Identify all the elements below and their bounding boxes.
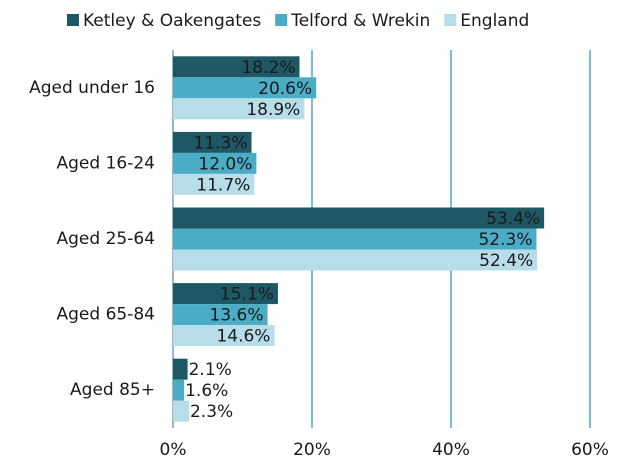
y-tick-label: Aged 25-64 bbox=[57, 229, 155, 249]
x-tick-label: 60% bbox=[571, 440, 609, 460]
data-label: 13.6% bbox=[210, 306, 264, 326]
data-label: 14.6% bbox=[216, 327, 270, 347]
bar bbox=[173, 249, 538, 271]
legend-swatch bbox=[444, 14, 457, 26]
data-label: 52.4% bbox=[479, 251, 533, 271]
data-label: 15.1% bbox=[220, 285, 274, 305]
bar bbox=[173, 131, 252, 153]
legend-swatch bbox=[67, 14, 79, 26]
data-label: 18.9% bbox=[246, 100, 300, 120]
bar bbox=[173, 400, 189, 422]
data-label: 18.2% bbox=[241, 58, 295, 78]
y-tick-label: Aged 16-24 bbox=[57, 153, 155, 173]
bar bbox=[173, 207, 545, 229]
bar bbox=[173, 77, 317, 99]
bar bbox=[173, 152, 257, 174]
data-label: 20.6% bbox=[258, 79, 312, 99]
data-label: 53.4% bbox=[486, 209, 540, 229]
y-tick-label: Aged under 16 bbox=[29, 78, 155, 98]
bar bbox=[173, 173, 255, 195]
bar bbox=[173, 228, 537, 250]
x-tick-label: 0% bbox=[160, 440, 187, 460]
bar bbox=[173, 304, 268, 326]
data-label: 11.3% bbox=[194, 133, 248, 153]
legend-label: England bbox=[460, 11, 529, 31]
legend-label: Ketley & Oakengates bbox=[83, 11, 261, 31]
legend-swatch bbox=[275, 14, 288, 26]
data-label: 2.1% bbox=[189, 360, 232, 380]
bar bbox=[173, 358, 188, 380]
data-label: 1.6% bbox=[185, 381, 228, 401]
y-tick-label: Aged 85+ bbox=[70, 380, 155, 400]
data-label: 11.7% bbox=[196, 175, 250, 195]
x-tick-label: 20% bbox=[293, 440, 331, 460]
legend-label: Telford & Wrekin bbox=[290, 11, 430, 31]
bar bbox=[173, 56, 300, 78]
data-label: 52.3% bbox=[478, 230, 532, 250]
data-label: 12.0% bbox=[198, 154, 252, 174]
bar bbox=[173, 379, 185, 401]
x-tick-label: 40% bbox=[432, 440, 470, 460]
y-tick-label: Aged 65-84 bbox=[57, 305, 155, 325]
bar bbox=[173, 283, 278, 305]
data-label: 2.3% bbox=[190, 402, 233, 422]
bar bbox=[173, 325, 275, 347]
bar bbox=[173, 98, 305, 120]
